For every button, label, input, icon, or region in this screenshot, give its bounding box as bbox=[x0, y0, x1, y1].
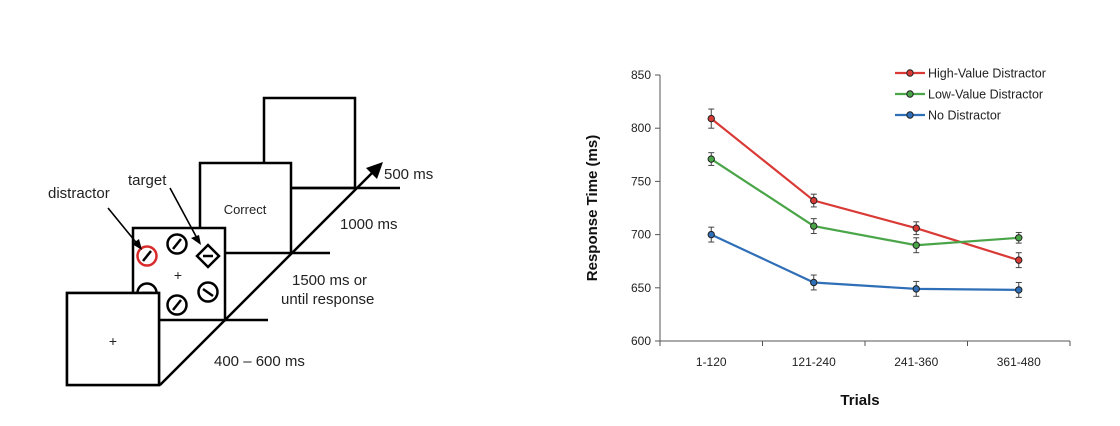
nontarget-circle-1 bbox=[166, 233, 188, 255]
data-point bbox=[810, 278, 818, 287]
target-pointer-head bbox=[191, 235, 201, 245]
time-arrow-line bbox=[159, 167, 378, 386]
x-ticks: 1-120 121-240 241-360 361-480 bbox=[659, 341, 1071, 369]
x-tick-label: 241-360 bbox=[894, 355, 938, 369]
time-arrow-head bbox=[366, 162, 383, 179]
series-1 bbox=[707, 152, 1023, 254]
fixation-cross: + bbox=[109, 333, 117, 349]
fixation-cross-search: + bbox=[174, 267, 182, 283]
data-point bbox=[912, 224, 920, 232]
nontarget-circle-4 bbox=[197, 281, 219, 303]
nontarget-circle-3 bbox=[166, 294, 188, 316]
y-tick-label: 850 bbox=[631, 68, 651, 82]
data-point bbox=[707, 230, 715, 239]
legend-entry-2: No Distractor bbox=[895, 109, 1001, 123]
legend-label: Low-Value Distractor bbox=[928, 88, 1043, 102]
feedback-text: Correct bbox=[224, 202, 267, 217]
legend-entry-0: High-Value Distractor bbox=[895, 67, 1046, 81]
distractor-circle bbox=[136, 245, 158, 267]
y-ticks: 600 650 700 750 800 850 bbox=[631, 68, 660, 348]
data-point bbox=[707, 114, 715, 123]
distractor-label: distractor bbox=[48, 185, 110, 202]
time-search-label-2: until response bbox=[281, 291, 374, 308]
chart-axes bbox=[659, 75, 1070, 342]
data-point bbox=[810, 222, 818, 230]
time-feedback-label: 1000 ms bbox=[340, 216, 398, 233]
data-point bbox=[707, 155, 715, 163]
y-tick-label: 700 bbox=[631, 228, 651, 242]
nontarget-bar-3 bbox=[172, 299, 182, 311]
chart-legend: High-Value Distractor Low-Value Distracto… bbox=[895, 67, 1046, 123]
chart-series bbox=[707, 108, 1023, 298]
series-line bbox=[710, 117, 1020, 262]
legend-entry-1: Low-Value Distractor bbox=[895, 88, 1043, 102]
legend-swatch-marker bbox=[906, 69, 914, 77]
trial-diagram-labels: + + Correct distractor target 500 ms 100… bbox=[48, 166, 433, 370]
distractor-pointer-head bbox=[132, 239, 142, 250]
nontarget-bar-1 bbox=[172, 238, 182, 250]
y-axis-title: Response Time (ms) bbox=[584, 135, 601, 281]
target-pointer bbox=[169, 187, 199, 241]
x-tick-label: 1-120 bbox=[696, 355, 727, 369]
series-line bbox=[710, 158, 1019, 247]
series-line bbox=[710, 233, 1019, 292]
x-tick-label: 361-480 bbox=[997, 355, 1041, 369]
distractor-bar bbox=[142, 250, 152, 262]
data-point bbox=[1015, 234, 1023, 242]
y-tick-label: 650 bbox=[631, 281, 651, 295]
legend-swatch-marker bbox=[906, 90, 914, 98]
legend-swatch-marker bbox=[906, 111, 914, 119]
trial-diagram bbox=[65, 96, 400, 387]
target-diamond bbox=[195, 243, 221, 269]
target-label: target bbox=[128, 172, 167, 189]
data-point bbox=[1015, 286, 1023, 294]
series-0 bbox=[707, 108, 1023, 269]
y-tick-label: 750 bbox=[631, 174, 651, 188]
response-time-chart: 600 650 700 750 800 850 1-120 121-240 241-360 36… bbox=[584, 67, 1071, 409]
y-tick-label: 600 bbox=[631, 334, 651, 348]
x-axis-title: Trials bbox=[840, 392, 879, 409]
time-search-label-1: 1500 ms or bbox=[292, 272, 367, 289]
time-iti-label: 500 ms bbox=[384, 166, 433, 183]
data-point bbox=[912, 285, 920, 293]
x-tick-label: 121-240 bbox=[792, 355, 836, 369]
series-2 bbox=[707, 226, 1023, 298]
data-point bbox=[912, 241, 920, 249]
data-point bbox=[810, 196, 818, 205]
legend-label: No Distractor bbox=[928, 109, 1001, 123]
nontarget-bar-4 bbox=[202, 287, 214, 298]
y-tick-label: 800 bbox=[631, 121, 651, 135]
frame-fixation-front bbox=[65, 291, 161, 387]
legend-label: High-Value Distractor bbox=[928, 67, 1046, 81]
data-point bbox=[1015, 256, 1023, 264]
distractor-pointer bbox=[107, 207, 140, 247]
time-fixation-label: 400 – 600 ms bbox=[214, 353, 305, 370]
